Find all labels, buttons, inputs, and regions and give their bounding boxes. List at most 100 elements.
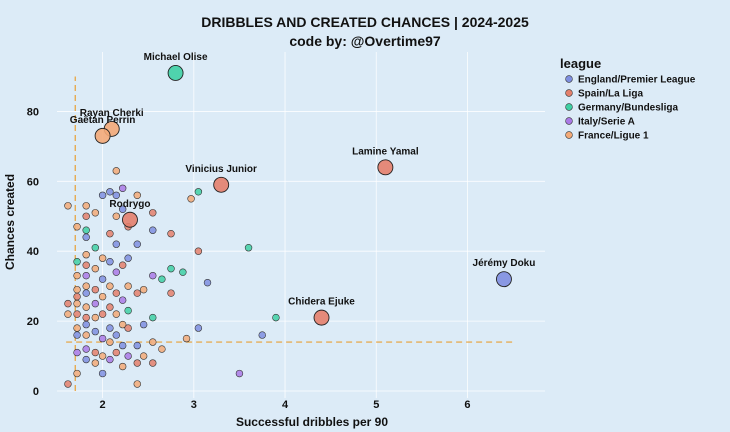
data-point: [272, 313, 280, 322]
y-axis-label: Chances created: [3, 174, 17, 270]
data-point: [112, 310, 120, 318]
data-point: [258, 331, 266, 339]
legend-label: Italy/Serie A: [578, 117, 635, 128]
highlighted-point: [496, 271, 512, 288]
data-point: [82, 313, 90, 322]
data-point: [149, 226, 157, 234]
data-point: [112, 167, 120, 175]
data-point: [235, 369, 244, 378]
data-point: [158, 275, 166, 283]
legend-marker: [565, 75, 573, 83]
legend-label: Germany/Bundesliga: [578, 103, 678, 114]
data-point: [91, 327, 100, 336]
data-point: [112, 191, 120, 199]
data-point: [91, 299, 100, 308]
data-point: [133, 359, 141, 367]
highlighted-point: [94, 127, 111, 144]
data-point: [118, 261, 127, 269]
x-axis-ticks: 2 3 4 5 6: [100, 399, 471, 411]
data-point: [82, 282, 90, 290]
data-point: [98, 369, 107, 378]
player-label: Gaëtan Perrin: [70, 115, 136, 126]
data-point: [124, 254, 132, 262]
x-tick-label: 2: [100, 399, 106, 411]
data-point: [98, 292, 107, 301]
player-label: Chidera Ejuke: [288, 297, 355, 308]
data-point: [167, 289, 175, 297]
data-point: [82, 289, 90, 297]
data-point: [82, 271, 90, 280]
data-point: [82, 202, 90, 210]
data-point: [73, 271, 81, 280]
chart-title: DRIBBLES AND CREATED CHANCES | 2024-2025: [201, 14, 529, 30]
data-point: [139, 285, 148, 294]
data-point: [124, 324, 132, 332]
data-point: [82, 251, 90, 259]
data-point: [133, 341, 141, 350]
data-point: [194, 188, 203, 196]
data-point: [149, 209, 157, 217]
data-point: [149, 313, 157, 322]
data-point: [73, 348, 81, 357]
data-point: [106, 303, 114, 311]
player-label: Vinicius Junior: [185, 164, 257, 175]
data-point: [82, 212, 90, 220]
data-point: [98, 352, 107, 360]
legend-label: Spain/La Liga: [578, 89, 643, 100]
y-axis-ticks: 0 20 40 60 80: [27, 106, 39, 398]
legend-marker: [565, 89, 573, 97]
highlighted-point: [377, 159, 394, 176]
data-point: [82, 233, 90, 241]
data-point: [91, 348, 100, 357]
data-point: [139, 320, 148, 329]
data-point: [124, 352, 132, 360]
x-tick-label: 4: [282, 399, 289, 411]
x-tick-label: 6: [464, 399, 470, 411]
y-tick-label: 40: [27, 246, 39, 258]
data-point: [73, 369, 81, 378]
data-point: [118, 205, 127, 213]
data-point: [133, 380, 141, 388]
data-point: [112, 348, 120, 357]
data-point: [179, 268, 187, 276]
data-point: [149, 359, 157, 367]
player-label: Rayan Cherki: [80, 108, 144, 119]
data-point: [167, 230, 175, 238]
player-label: Michael Olise: [144, 52, 208, 63]
data-point: [64, 202, 72, 210]
data-point: [167, 264, 175, 273]
legend: league England/Premier League Spain/La Li…: [560, 56, 696, 142]
data-point: [149, 338, 157, 346]
data-point: [64, 299, 72, 308]
data-point: [98, 275, 107, 283]
data-point: [182, 334, 191, 343]
legend-label: England/Premier League: [578, 75, 696, 86]
data-point: [112, 212, 120, 220]
y-tick-label: 20: [27, 316, 39, 328]
data-point: [118, 184, 127, 193]
data-point: [64, 380, 72, 388]
data-point: [106, 282, 114, 290]
legend-marker: [565, 131, 573, 139]
chart-subtitle: code by: @Overtime97: [289, 33, 441, 49]
data-point: [194, 324, 203, 332]
highlighted-point: [213, 176, 230, 193]
x-tick-label: 5: [373, 399, 379, 411]
data-point: [106, 324, 114, 332]
data-point: [106, 338, 114, 346]
data-point: [118, 362, 127, 371]
highlighted-points: [94, 65, 512, 326]
data-point: [73, 324, 81, 332]
x-axis-label: Successful dribbles per 90: [236, 415, 388, 429]
data-point: [91, 264, 100, 273]
data-point: [106, 188, 114, 196]
data-point: [82, 226, 90, 234]
highlighted-point: [313, 309, 330, 326]
data-point: [73, 223, 81, 231]
data-point: [133, 240, 141, 248]
data-point: [112, 268, 120, 276]
data-point: [73, 257, 81, 266]
data-point: [133, 191, 141, 199]
highlighted-point: [122, 211, 138, 228]
